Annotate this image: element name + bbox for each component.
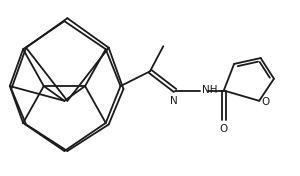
Text: O: O — [262, 97, 270, 107]
Text: O: O — [220, 124, 228, 134]
Text: NH: NH — [202, 85, 218, 95]
Text: N: N — [170, 96, 178, 106]
